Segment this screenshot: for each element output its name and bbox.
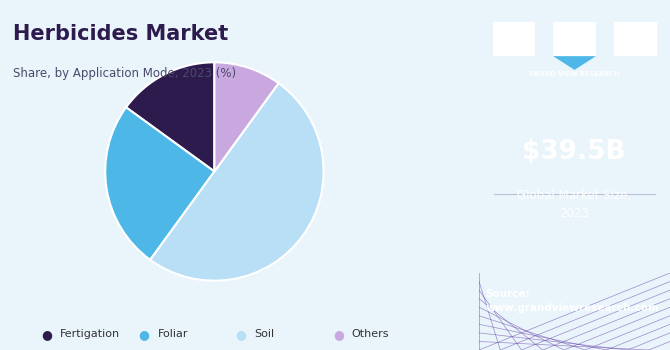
FancyBboxPatch shape bbox=[614, 22, 657, 56]
Text: Soil: Soil bbox=[255, 329, 275, 339]
Text: ●: ● bbox=[236, 328, 247, 341]
Wedge shape bbox=[126, 62, 214, 172]
Wedge shape bbox=[150, 83, 324, 281]
Wedge shape bbox=[214, 62, 279, 172]
Text: ●: ● bbox=[42, 328, 52, 341]
Text: Fertigation: Fertigation bbox=[60, 329, 121, 339]
Text: ●: ● bbox=[333, 328, 344, 341]
Text: ●: ● bbox=[139, 328, 149, 341]
Polygon shape bbox=[553, 56, 596, 70]
Text: Others: Others bbox=[352, 329, 389, 339]
Text: GRAND VIEW RESEARCH: GRAND VIEW RESEARCH bbox=[529, 71, 620, 77]
Wedge shape bbox=[105, 107, 214, 260]
Text: Global Market Size,
2023: Global Market Size, 2023 bbox=[517, 189, 631, 220]
FancyBboxPatch shape bbox=[492, 22, 535, 56]
Text: Source:
www.grandviewresearch.com: Source: www.grandviewresearch.com bbox=[486, 289, 659, 313]
Text: Share, by Application Mode, 2023 (%): Share, by Application Mode, 2023 (%) bbox=[13, 66, 237, 79]
FancyBboxPatch shape bbox=[553, 22, 596, 56]
Text: Herbicides Market: Herbicides Market bbox=[13, 25, 228, 44]
Text: $39.5B: $39.5B bbox=[523, 139, 626, 165]
Text: Foliar: Foliar bbox=[157, 329, 188, 339]
